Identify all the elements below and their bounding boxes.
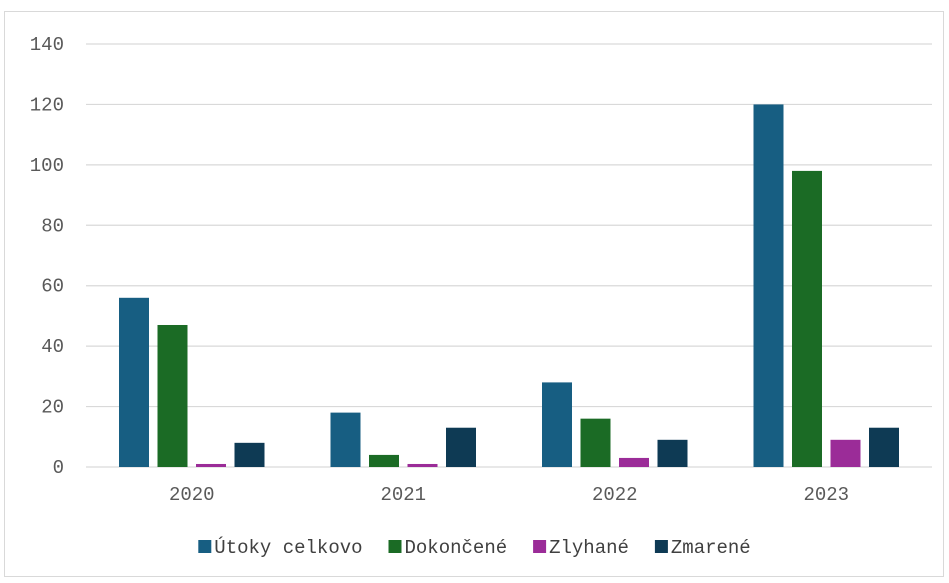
bar-zlyhané-2020: [196, 463, 226, 467]
x-tick-label: 2023: [803, 484, 849, 506]
legend-label: Dokončené: [405, 537, 508, 559]
y-tick-label: 0: [53, 457, 64, 479]
bar-dokončené-2021: [369, 454, 399, 467]
legend-item: Zmarené: [654, 537, 751, 559]
x-tick-label: 2020: [169, 484, 215, 506]
legend-swatch: [198, 540, 212, 553]
y-tick-label: 80: [41, 215, 64, 237]
bar-zlyhané-2023: [830, 439, 861, 467]
legend-swatch: [388, 540, 402, 553]
bar-útoky-celkovo-2023: [753, 104, 784, 467]
y-axis-ticks: 0 20 40 60 80 100 120 140: [30, 34, 64, 479]
y-tick-label: 140: [30, 34, 64, 56]
bar-dokončené-2023: [792, 170, 822, 467]
bar-zmarené-2021: [446, 427, 476, 467]
bar-útoky-celkovo-2020: [119, 297, 149, 467]
legend: Útoky celkovo Dokončené Zlyhané Zmarené: [198, 537, 751, 559]
bar-zmarené-2022: [657, 439, 688, 467]
bar-dokončené-2020: [157, 324, 188, 467]
y-tick-label: 100: [30, 155, 64, 177]
bar-útoky-celkovo-2022: [542, 382, 572, 467]
bar-dokončené-2022: [580, 418, 611, 467]
bar-útoky-celkovo-2021: [330, 412, 361, 467]
x-axis-ticks: 2020 2021 2022 2023: [169, 484, 849, 506]
bar-zlyhané-2021: [407, 463, 438, 467]
bar-zlyhané-2022: [619, 457, 649, 467]
x-tick-label: 2021: [380, 484, 426, 506]
gridlines: [86, 43, 932, 468]
bars: [119, 104, 899, 467]
legend-label: Zmarené: [671, 537, 751, 559]
legend-swatch: [654, 540, 668, 553]
legend-swatch: [533, 540, 547, 553]
y-tick-label: 120: [30, 94, 64, 116]
legend-item: Dokončené: [388, 537, 508, 559]
y-tick-label: 40: [41, 336, 64, 358]
legend-label: Útoky celkovo: [214, 537, 362, 559]
y-tick-label: 60: [41, 276, 64, 298]
chart-frame: [4, 11, 944, 577]
y-tick-label: 20: [41, 397, 64, 419]
x-tick-label: 2022: [592, 484, 638, 506]
legend-label: Zlyhané: [549, 537, 629, 559]
bar-zmarené-2023: [869, 427, 899, 467]
legend-item: Útoky celkovo: [198, 537, 363, 559]
legend-item: Zlyhané: [533, 537, 629, 559]
bar-zmarené-2020: [234, 442, 265, 467]
